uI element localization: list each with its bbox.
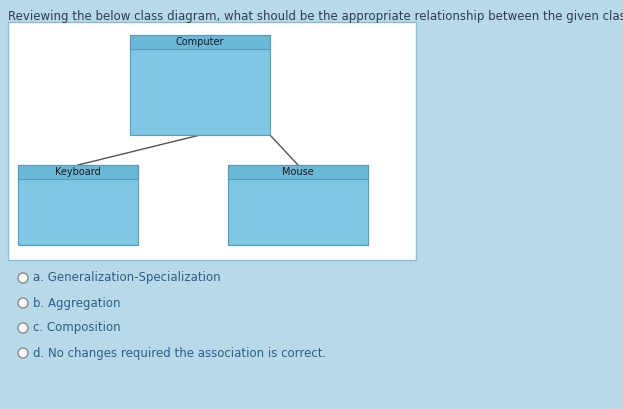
Circle shape [18,298,28,308]
Text: a. Generalization-Specialization: a. Generalization-Specialization [33,272,221,285]
Bar [228,165,368,179]
Circle shape [18,323,28,333]
Bar [8,22,416,260]
Circle shape [18,273,28,283]
Text: c. Composition: c. Composition [33,321,121,335]
Bar [228,165,368,245]
Text: Keyboard: Keyboard [55,167,101,177]
Circle shape [18,348,28,358]
Text: Reviewing the below class diagram, what should be the appropriate relationship b: Reviewing the below class diagram, what … [8,10,623,23]
Text: d. No changes required the association is correct.: d. No changes required the association i… [33,346,326,360]
Bar [130,35,270,135]
Bar [18,165,138,245]
Text: Computer: Computer [176,37,224,47]
Text: Mouse: Mouse [282,167,314,177]
Bar [18,165,138,179]
Text: b. Aggregation: b. Aggregation [33,297,120,310]
Bar [130,35,270,49]
